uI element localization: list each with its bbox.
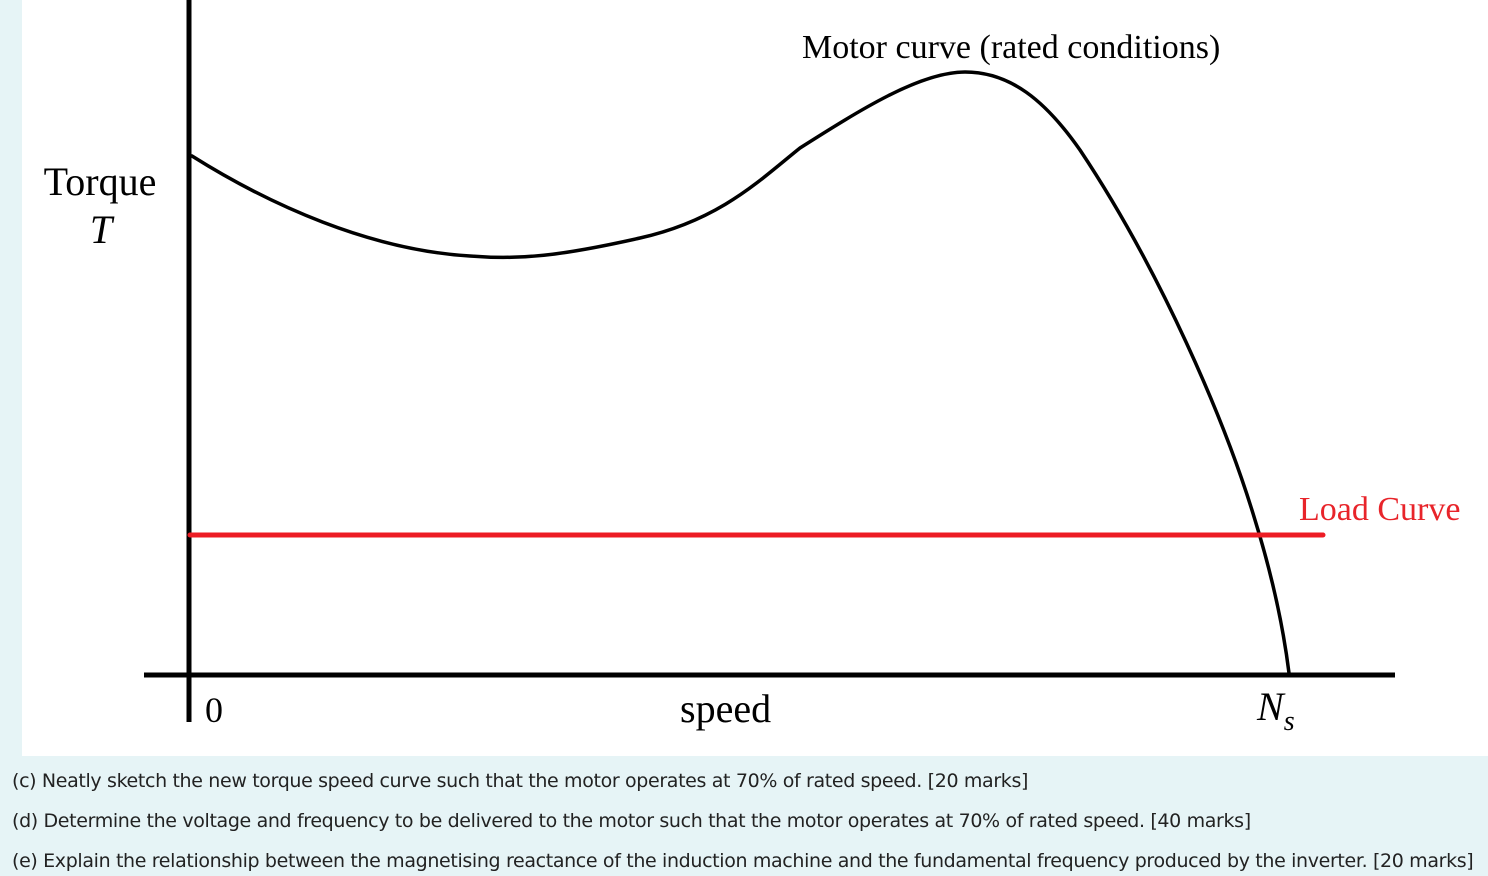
sync-speed-subscript: s: [1284, 706, 1295, 737]
question-c: (c) Neatly sketch the new torque speed c…: [12, 770, 1029, 792]
sync-speed-label: Ns: [1256, 684, 1295, 737]
question-e: (e) Explain the relationship between the…: [12, 850, 1474, 872]
y-axis-symbol: T: [90, 207, 115, 252]
origin-label: 0: [205, 690, 223, 730]
sync-speed-n: N: [1256, 684, 1286, 729]
question-d: (d) Determine the voltage and frequency …: [12, 810, 1251, 832]
x-axis-label: speed: [680, 686, 771, 731]
load-curve-label: Load Curve: [1299, 491, 1460, 528]
y-axis-label: Torque: [44, 159, 157, 204]
figure-panel: Motor curve (rated conditions) Torque T …: [22, 0, 1488, 756]
torque-speed-diagram: Motor curve (rated conditions) Torque T …: [44, 0, 1460, 737]
motor-curve: [190, 70, 1291, 675]
motor-curve-label: Motor curve (rated conditions): [802, 29, 1220, 66]
